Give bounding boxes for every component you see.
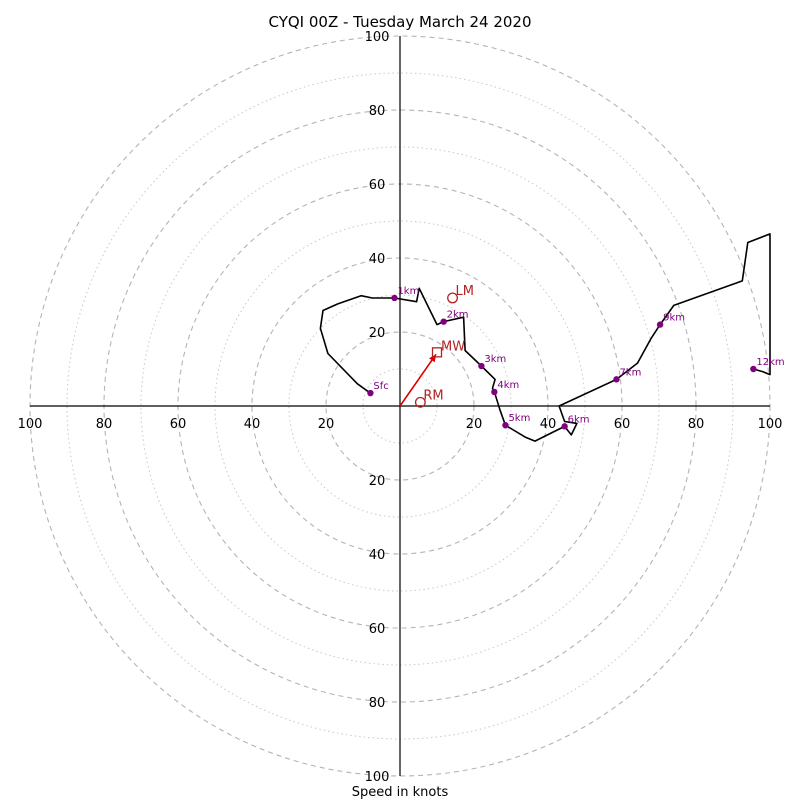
tick-label-west-100: 100 (18, 417, 43, 432)
height-label-1km: 1km (397, 286, 419, 297)
mean-wind-label: MW (441, 339, 465, 354)
tick-label-north-40: 40 (369, 252, 386, 267)
height-marker-1km (391, 294, 398, 302)
tick-label-east-80: 80 (688, 417, 705, 432)
hodograph-trace (319, 233, 771, 442)
height-label-9km: 9km (663, 313, 685, 324)
height-label-6km: 6km (568, 414, 590, 425)
tick-label-south-80: 80 (369, 696, 386, 711)
tick-labels: 20 20 20 20 40 40 40 40 60 60 60 60 80 80 80 80 100 100 10… (18, 30, 783, 785)
height-marker-2km (440, 318, 447, 325)
tick-label-north-20: 20 (369, 326, 386, 341)
tick-label-south-60: 60 (369, 622, 386, 637)
mean-wind-arrow (399, 353, 437, 407)
height-label-Sfc: Sfc (373, 381, 388, 392)
x-axis-label: Speed in knots (352, 785, 449, 800)
tick-label-west-20: 20 (318, 417, 335, 432)
tick-label-west-80: 80 (96, 417, 113, 432)
height-markers: Sfc 1km 2km 3km 4km 5km 6km 7km 9km 12km (367, 286, 785, 430)
tick-label-north-80: 80 (369, 104, 386, 119)
hodograph-line (319, 233, 771, 442)
height-marker-5km (502, 422, 509, 429)
height-label-4km: 4km (497, 380, 519, 391)
height-marker-12km (750, 365, 757, 373)
height-marker-4km (491, 388, 498, 396)
height-marker-6km (561, 423, 568, 430)
tick-label-north-100: 100 (365, 30, 390, 45)
tick-label-west-60: 60 (170, 417, 187, 432)
height-marker-3km (478, 362, 485, 370)
tick-label-north-60: 60 (369, 178, 386, 193)
tick-label-east-60: 60 (614, 417, 631, 432)
height-marker-7km (613, 376, 620, 383)
tick-label-east-100: 100 (758, 417, 783, 432)
tick-label-west-40: 40 (244, 417, 261, 432)
left-mover-marker (447, 292, 458, 304)
height-label-12km: 12km (756, 357, 784, 368)
left-mover-label: LM (456, 284, 474, 299)
tick-label-east-20: 20 (466, 417, 483, 432)
storm-motion: MW LM RM (399, 284, 474, 408)
right-mover-label: RM (423, 388, 443, 403)
height-marker-Sfc (367, 389, 374, 397)
height-label-7km: 7km (619, 367, 641, 378)
tick-label-south-40: 40 (369, 548, 386, 563)
height-label-2km: 2km (447, 310, 469, 321)
chart-title: CYQI 00Z - Tuesday March 24 2020 (269, 13, 532, 31)
height-label-5km: 5km (508, 413, 530, 424)
tick-label-south-20: 20 (369, 474, 386, 489)
height-marker-9km (656, 321, 664, 328)
right-mover-marker (414, 396, 426, 408)
tick-label-east-40: 40 (540, 417, 557, 432)
mean-wind-marker (431, 347, 443, 358)
height-label-3km: 3km (484, 354, 506, 365)
tick-label-south-100: 100 (365, 770, 390, 785)
